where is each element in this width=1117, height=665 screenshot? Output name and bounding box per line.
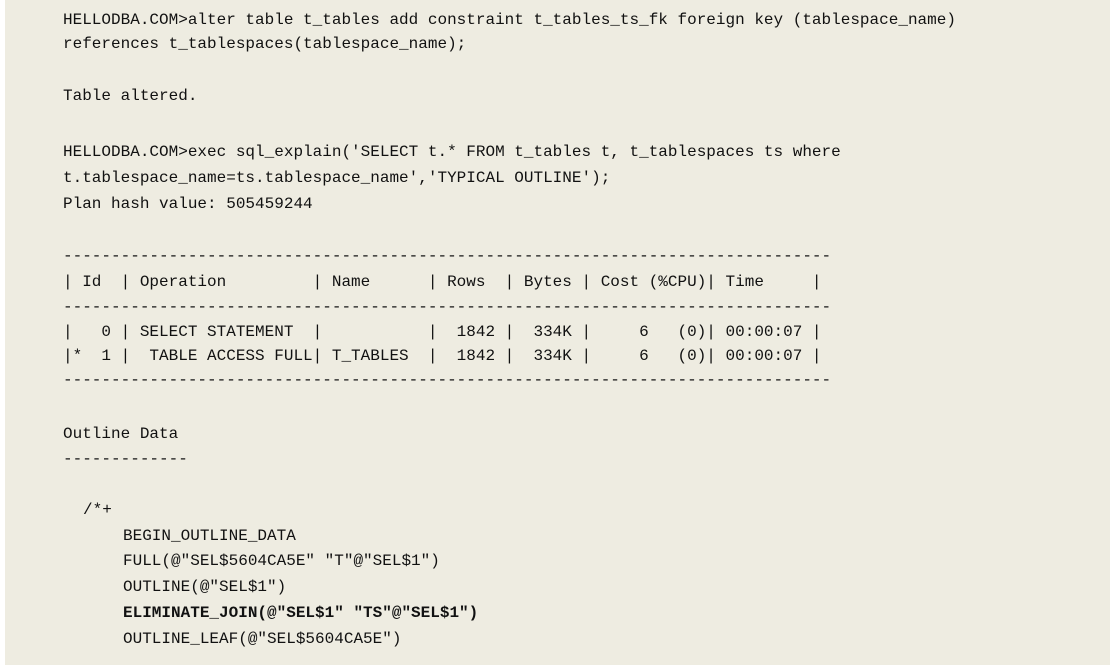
text-line: ----------------------------------------… bbox=[63, 371, 832, 389]
text-line: HELLODBA.COM>alter table t_tables add co… bbox=[63, 11, 956, 29]
text-line: references t_tablespaces(tablespace_name… bbox=[63, 35, 467, 53]
text-line: Table altered. bbox=[63, 87, 198, 105]
document-panel bbox=[5, 0, 1110, 665]
text-line: FULL(@"SEL$5604CA5E" "T"@"SEL$1") bbox=[123, 552, 440, 570]
text-line: HELLODBA.COM>exec sql_explain('SELECT t.… bbox=[63, 143, 841, 161]
text-line: OUTLINE(@"SEL$1") bbox=[123, 578, 287, 596]
text-line: t.tablespace_name=ts.tablespace_name','T… bbox=[63, 169, 611, 187]
text-line: | Id | Operation | Name | Rows | Bytes |… bbox=[63, 273, 822, 291]
text-line: ------------- bbox=[63, 450, 188, 468]
text-line: OUTLINE_LEAF(@"SEL$5604CA5E") bbox=[123, 630, 402, 648]
text-line: | 0 | SELECT STATEMENT | | 1842 | 334K |… bbox=[63, 323, 822, 341]
text-line: BEGIN_OUTLINE_DATA bbox=[123, 527, 296, 545]
text-line: /*+ bbox=[83, 501, 112, 519]
text-line: |* 1 | TABLE ACCESS FULL| T_TABLES | 184… bbox=[63, 347, 822, 365]
text-line: ELIMINATE_JOIN(@"SEL$1" "TS"@"SEL$1") bbox=[123, 604, 479, 622]
text-line: ----------------------------------------… bbox=[63, 298, 832, 316]
text-line: Outline Data bbox=[63, 425, 179, 443]
text-line: ----------------------------------------… bbox=[63, 247, 832, 265]
text-line: Plan hash value: 505459244 bbox=[63, 195, 313, 213]
